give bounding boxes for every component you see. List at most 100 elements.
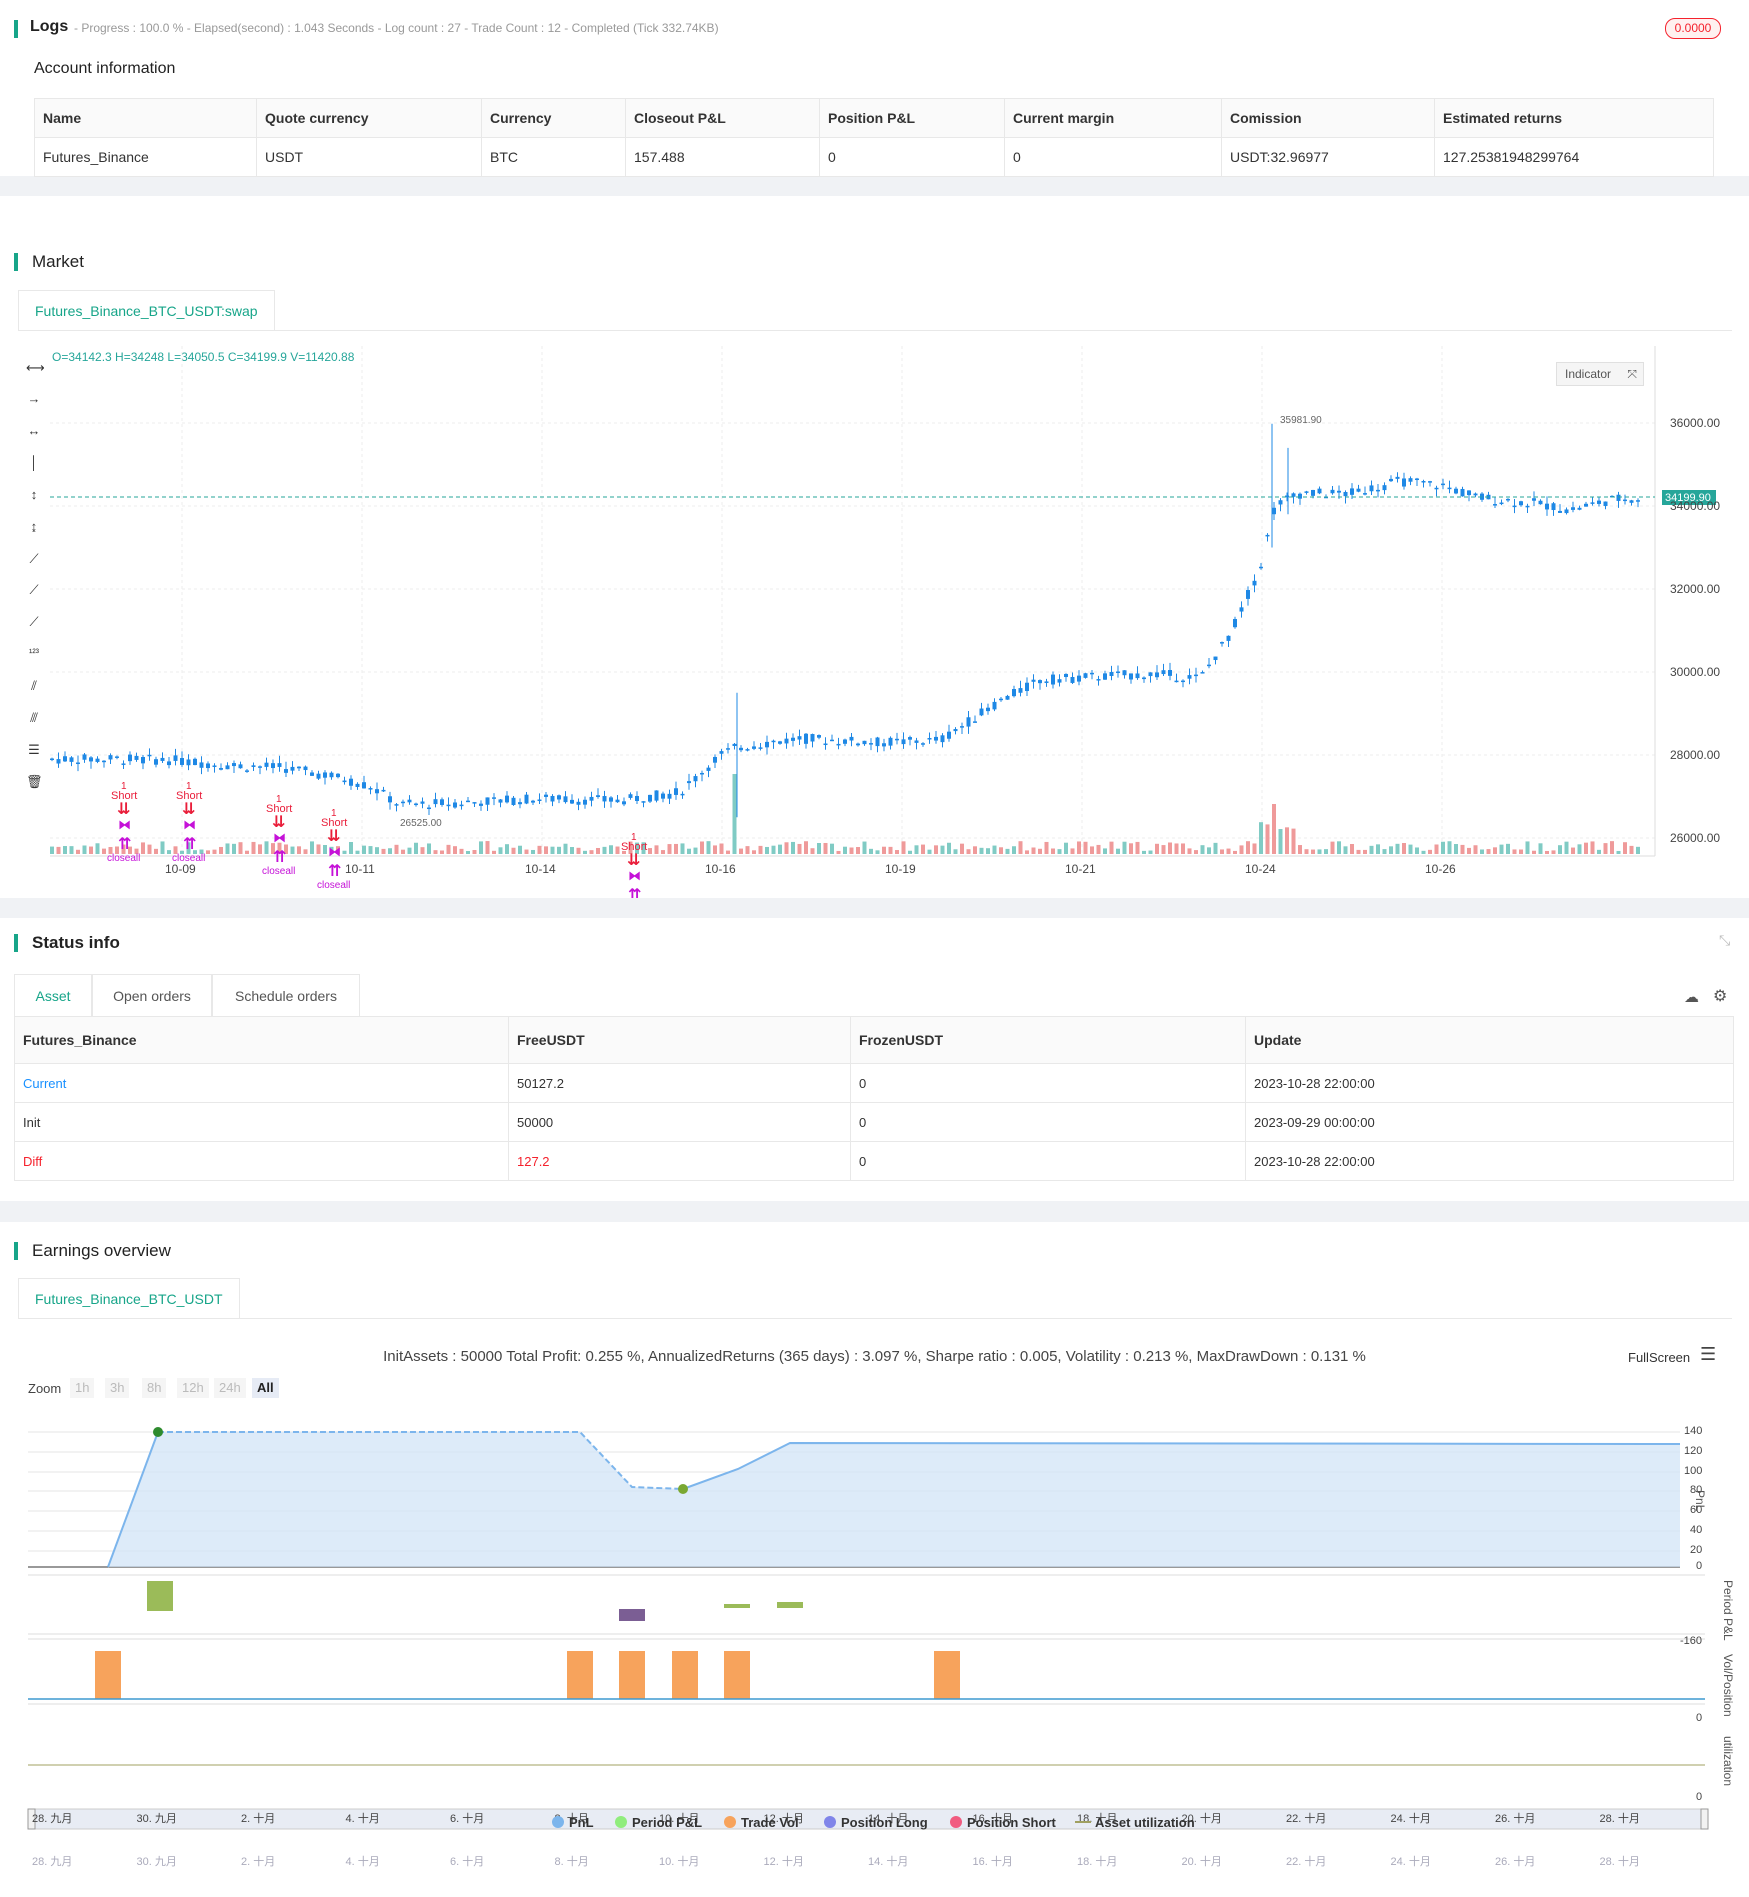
vertical-line-tool-icon[interactable]: │	[29, 455, 39, 470]
legend-position-long[interactable]: Position Long	[824, 1815, 928, 1830]
cloud-download-icon[interactable]: ☁	[1684, 989, 1699, 1006]
candle-body	[563, 796, 568, 803]
zoom-all-button[interactable]: All	[252, 1378, 279, 1398]
candle-body	[1337, 490, 1341, 493]
volume-bar	[1057, 849, 1062, 854]
volume-bar	[219, 846, 223, 854]
navigator-x-tick: 16. 十月	[972, 1856, 1013, 1868]
candle-body	[615, 799, 620, 803]
volume-bar	[1090, 846, 1094, 854]
zoom-12h-button[interactable]: 12h	[177, 1378, 209, 1398]
candle-body	[466, 800, 470, 803]
legend-period-pnl[interactable]: Period P&L	[615, 1815, 702, 1830]
volume-bar	[1252, 843, 1257, 854]
volume-bar	[667, 844, 672, 854]
volume-bar	[466, 850, 470, 854]
volume-bar	[186, 842, 191, 854]
volume-bar	[1317, 849, 1322, 854]
gear-icon[interactable]: ⚙	[1713, 988, 1728, 1005]
candle-body	[862, 740, 867, 745]
tab-schedule-orders[interactable]: Schedule orders	[212, 974, 360, 1016]
candle-body	[167, 761, 171, 766]
bowtie-marker-icon: ⧓	[273, 830, 286, 845]
candle-body	[869, 743, 873, 745]
close-arrow-icon: ⇈	[183, 836, 196, 853]
zoom-3h-button[interactable]: 3h	[105, 1378, 130, 1398]
legend-pnl[interactable]: PnL	[552, 1815, 594, 1830]
col-exchange: Futures_Binance	[14, 1016, 509, 1064]
pnl-area	[108, 1432, 1680, 1567]
volume-bar	[986, 848, 990, 854]
col-currency: Currency	[481, 98, 626, 138]
candle-body	[1532, 498, 1536, 501]
parallel-channel-tool-icon[interactable]: ⫽	[31, 678, 37, 693]
vol-bar	[95, 1651, 121, 1699]
ray-line-tool-icon[interactable]: ⟋	[29, 582, 39, 597]
candle-body	[823, 743, 828, 746]
table-row: Futures_Binance USDT BTC 157.488 0 0 USD…	[34, 137, 1714, 177]
volume-bar	[173, 846, 178, 854]
zoom-1h-button[interactable]: 1h	[70, 1378, 95, 1398]
bowtie-marker-icon: ⧓	[628, 868, 641, 883]
candle-body	[63, 756, 67, 762]
menu-icon[interactable]: ☰	[1700, 1344, 1717, 1364]
vertical-segment-tool-icon[interactable]: ↨	[30, 519, 38, 534]
fib-lines-tool-icon[interactable]: ☰	[28, 742, 40, 757]
collapse-icon[interactable]: ⤡	[1719, 932, 1731, 948]
candlestick-chart[interactable]: 34199.90 35981.90 26525.00 1Short⇊⧓⇈clos…	[0, 196, 1749, 898]
earnings-chart[interactable]	[0, 1397, 1749, 1897]
period-bar	[724, 1604, 750, 1608]
candle-body	[622, 801, 626, 805]
zoom-8h-button[interactable]: 8h	[142, 1378, 167, 1398]
x-tick: 10-24	[1245, 862, 1276, 876]
candle-body	[362, 782, 366, 789]
volume-bar	[830, 843, 834, 854]
volume-bar	[576, 847, 581, 854]
volume-bar	[1207, 847, 1211, 854]
zoom-24h-button[interactable]: 24h	[214, 1378, 246, 1398]
horizontal-ray-tool-icon[interactable]: →	[27, 391, 41, 406]
volume-bar	[420, 847, 425, 854]
cell: 2023-09-29 00:00:00	[1245, 1102, 1734, 1142]
candle-body	[375, 789, 379, 794]
tab-asset[interactable]: Asset	[14, 974, 92, 1016]
asset-header-row: Futures_Binance FreeUSDT FrozenUSDT Upda…	[14, 1016, 1734, 1064]
segment-tool-icon[interactable]: ⟋	[29, 614, 39, 629]
trash-icon[interactable]: 🗑	[26, 774, 43, 789]
horizontal-segment-tool-icon[interactable]: ↔	[27, 423, 41, 438]
short-arrow-icon: ⇊	[117, 801, 130, 818]
candle-body	[589, 796, 594, 801]
fibonacci-tool-icon[interactable]: ⫻	[30, 710, 38, 725]
indicator-button[interactable]: Indicator ⤧	[1556, 362, 1644, 386]
volume-bar	[524, 849, 529, 854]
price-line-tool-icon[interactable]: ¹²³	[29, 648, 39, 659]
bowtie-marker-icon: ⧓	[328, 844, 341, 859]
volume-bar	[609, 845, 613, 854]
legend-asset-utilization[interactable]: Asset utilization	[1075, 1815, 1195, 1830]
volume-bar	[1577, 844, 1582, 854]
bowtie-marker-icon: ⧓	[118, 817, 131, 832]
y-tick: 26000.00	[1670, 831, 1721, 845]
horizontal-line-tool-icon[interactable]: ⟷	[26, 360, 45, 375]
volume-bar	[1480, 849, 1484, 854]
candle-body	[368, 788, 373, 790]
vertical-ray-tool-icon[interactable]: ↕	[30, 487, 38, 502]
tab-open-orders[interactable]: Open orders	[92, 974, 212, 1016]
tab-earnings-symbol[interactable]: Futures_Binance_BTC_USDT	[18, 1278, 240, 1318]
volume-bar	[342, 850, 347, 854]
navigator-x-tick: 28. 十月	[1599, 1856, 1640, 1868]
volume-bar	[1473, 845, 1478, 854]
volume-bar	[1337, 841, 1341, 854]
legend-position-short[interactable]: Position Short	[950, 1815, 1056, 1830]
volume-bar	[95, 843, 100, 854]
volume-bar	[1506, 843, 1510, 854]
legend-trade-vol[interactable]: Trade Vol	[724, 1815, 799, 1830]
tab-market-symbol[interactable]: Futures_Binance_BTC_USDT:swap	[18, 290, 275, 330]
volume-bar	[362, 845, 366, 854]
candle-body	[1447, 487, 1452, 490]
trend-line-tool-icon[interactable]: ⟋	[29, 551, 39, 566]
candle-body	[1480, 493, 1484, 500]
candle-body	[440, 799, 444, 805]
cell: 50000	[508, 1102, 851, 1142]
fullscreen-button[interactable]: FullScreen	[1628, 1350, 1691, 1365]
